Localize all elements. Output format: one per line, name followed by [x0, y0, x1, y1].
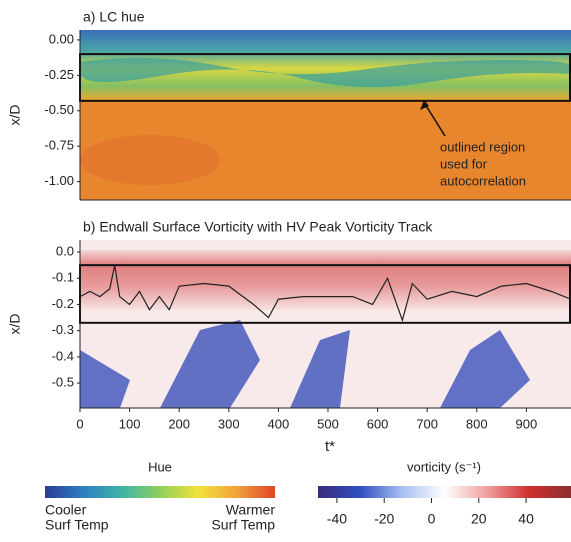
x-tick-label: 0	[76, 416, 83, 431]
y-tick-label: -0.50	[44, 102, 74, 117]
x-tick-label: 700	[416, 416, 438, 431]
colorbar-tick-label: 0	[428, 511, 436, 527]
x-tick-label: 300	[218, 416, 240, 431]
annotation: autocorrelation	[440, 173, 526, 188]
annotation: used for	[440, 156, 488, 171]
colorbar-tick-label: -40	[327, 511, 347, 527]
vorticity-field	[80, 240, 571, 408]
panel-title: b) Endwall Surface Vorticity with HV Pea…	[83, 219, 433, 235]
x-axis-label: t*	[325, 438, 335, 455]
colorbar-label: Surf Temp	[211, 517, 275, 533]
y-tick-label: -0.75	[44, 138, 74, 153]
panel-title: a) LC hue	[83, 9, 145, 25]
colorbar-title: vorticity (s⁻¹)	[407, 459, 481, 474]
y-tick-label: -0.1	[52, 270, 74, 285]
x-tick-label: 100	[119, 416, 141, 431]
y-tick-label: -0.2	[52, 296, 74, 311]
track-line	[79, 265, 571, 323]
y-tick-label: 0.00	[49, 31, 74, 46]
y-tick-label: -0.3	[52, 322, 74, 337]
x-tick-label: 600	[367, 416, 389, 431]
colorbar-label: Surf Temp	[45, 517, 109, 533]
arrow-head	[420, 100, 429, 110]
colorbar-label: Cooler	[45, 502, 87, 518]
colorbar-tick-label: 20	[471, 511, 487, 527]
y-axis-label: x/D	[7, 314, 23, 335]
x-tick-label: 800	[466, 416, 488, 431]
annotation: outlined region	[440, 139, 525, 154]
colorbar	[45, 486, 275, 498]
y-tick-label: -0.5	[52, 375, 74, 390]
y-axis-label: x/D	[7, 105, 23, 126]
y-tick-label: -1.00	[44, 173, 74, 188]
x-tick-label: 900	[516, 416, 538, 431]
annotation-arrow	[424, 103, 446, 137]
x-tick-label: 200	[168, 416, 190, 431]
y-tick-label: 0.0	[56, 243, 74, 258]
colorbar-tick-label: 40	[518, 511, 534, 527]
colorbar-tick-label: -20	[374, 511, 394, 527]
colorbar-label: Warmer	[226, 502, 276, 518]
x-tick-label: 400	[268, 416, 290, 431]
y-tick-label: -0.25	[44, 67, 74, 82]
y-tick-label: -0.4	[52, 348, 74, 363]
colorbar	[318, 486, 571, 498]
hue-field	[80, 30, 571, 200]
x-tick-label: 500	[317, 416, 339, 431]
colorbar-title: Hue	[148, 459, 172, 474]
